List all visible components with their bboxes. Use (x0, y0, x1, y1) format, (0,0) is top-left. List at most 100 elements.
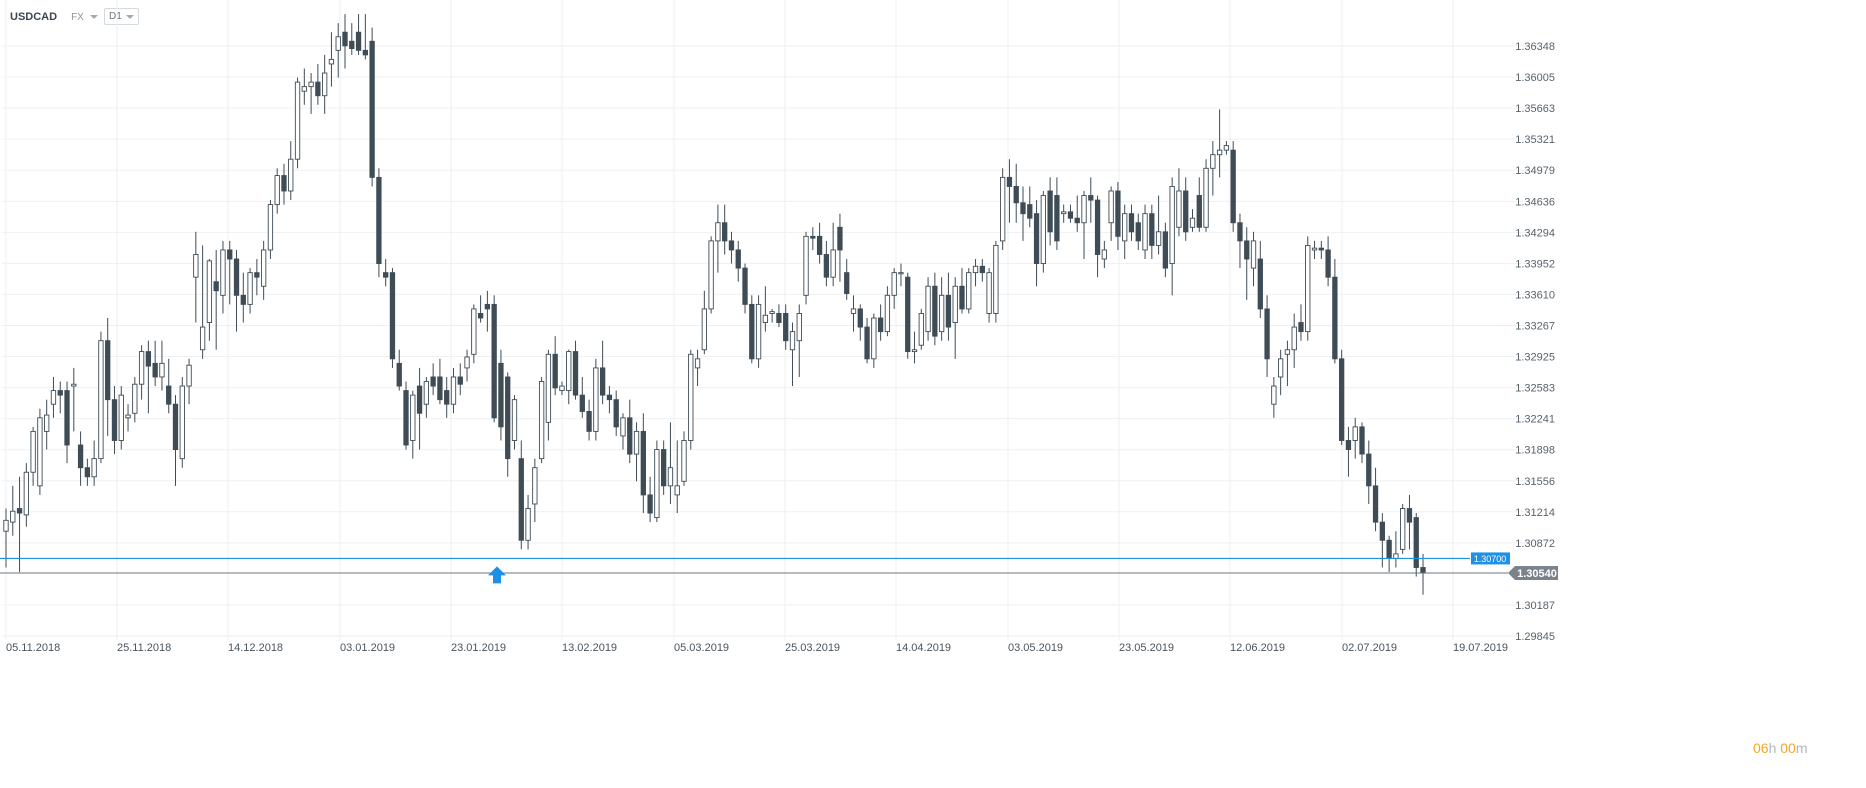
timeframe-dropdown[interactable]: D1 (104, 8, 139, 25)
candle-body (159, 362, 165, 378)
candle-body (247, 272, 253, 305)
candle (1406, 494, 1413, 550)
candle (233, 249, 240, 332)
candle (952, 277, 958, 359)
candle-body (532, 467, 538, 505)
candle (206, 259, 213, 341)
candle (84, 458, 91, 486)
candle-body (16, 508, 23, 514)
candle-body (857, 308, 863, 328)
candle (267, 200, 274, 260)
candle-body (762, 314, 769, 323)
candle-body (1169, 185, 1175, 265)
candle-body (1379, 521, 1385, 541)
candle (1264, 295, 1270, 377)
candle (1393, 531, 1399, 568)
countdown-minutes: 00 (1780, 740, 1796, 756)
candle-body (179, 385, 185, 460)
x-tick-label: 05.11.2018 (6, 642, 60, 654)
candle (647, 476, 653, 523)
candle (105, 318, 111, 436)
candle (1155, 195, 1162, 255)
candle (877, 304, 884, 341)
candle-body (484, 303, 491, 310)
candle (376, 168, 382, 278)
candle-body (1135, 222, 1141, 242)
candle-body (511, 399, 518, 441)
y-tick-label: 1.30872 (1515, 538, 1555, 550)
candle (1318, 240, 1324, 260)
candle (308, 73, 314, 114)
x-tick-label: 13.02.2019 (562, 642, 617, 654)
candle-body (1372, 485, 1379, 523)
candle (389, 268, 396, 368)
candle (342, 14, 348, 69)
candle (294, 77, 301, 169)
candle-body (959, 285, 965, 310)
candle-body (220, 249, 226, 296)
y-tick-label: 1.33267 (1515, 321, 1555, 333)
candle-body (681, 440, 687, 482)
candle (322, 54, 328, 114)
x-tick-label: 03.01.2019 (340, 642, 395, 654)
candle-body (138, 351, 145, 385)
candle-body (1210, 154, 1216, 169)
candle (145, 340, 152, 414)
candle (538, 376, 545, 464)
candle (444, 376, 450, 418)
symbol-label[interactable]: USDCAD (10, 11, 58, 23)
candle (3, 508, 9, 568)
countdown-hour-unit: h (1768, 740, 1777, 756)
candle (383, 259, 389, 287)
candle (803, 231, 809, 305)
candle (1101, 240, 1108, 269)
candle-body (1061, 211, 1067, 215)
market-label: FX (71, 11, 84, 23)
candle-body (423, 381, 430, 405)
candle (44, 399, 50, 450)
candle (1142, 204, 1148, 260)
candle-body (559, 385, 565, 392)
y-tick-label: 1.33952 (1515, 258, 1555, 270)
candle-body (898, 272, 904, 275)
candle-body (674, 485, 680, 496)
candle (457, 363, 463, 396)
candle-body (1400, 508, 1406, 550)
candle-body (1318, 247, 1324, 251)
candle (328, 32, 335, 87)
candle-body (1271, 385, 1277, 405)
candle (227, 240, 233, 305)
candle (274, 168, 280, 214)
candle (349, 23, 355, 55)
candle-body (783, 313, 789, 342)
candle (776, 304, 782, 328)
candle-body (260, 249, 267, 287)
candle (1074, 195, 1080, 232)
x-tick-label: 25.03.2019 (785, 642, 840, 654)
candle-body (444, 390, 450, 405)
candle (410, 390, 416, 459)
candle-body (362, 49, 368, 56)
candle (1013, 163, 1019, 223)
candle-body (37, 417, 43, 487)
y-tick-label: 1.31556 (1515, 476, 1555, 488)
candle (498, 349, 504, 441)
candle (783, 304, 789, 350)
candle (1372, 467, 1379, 532)
candle (1094, 195, 1101, 278)
candle (1325, 236, 1331, 287)
candle-body (1325, 249, 1331, 278)
candle-body (1088, 195, 1094, 201)
candle-body (593, 367, 599, 432)
candle (606, 386, 613, 414)
candle-body (566, 351, 572, 392)
candle (688, 349, 694, 450)
candle (1230, 141, 1236, 232)
candle (627, 399, 633, 464)
candle (1176, 168, 1182, 237)
candle (972, 259, 979, 287)
market-dropdown[interactable]: FX (71, 12, 98, 23)
candle-body (1339, 358, 1345, 441)
candle (661, 440, 667, 495)
